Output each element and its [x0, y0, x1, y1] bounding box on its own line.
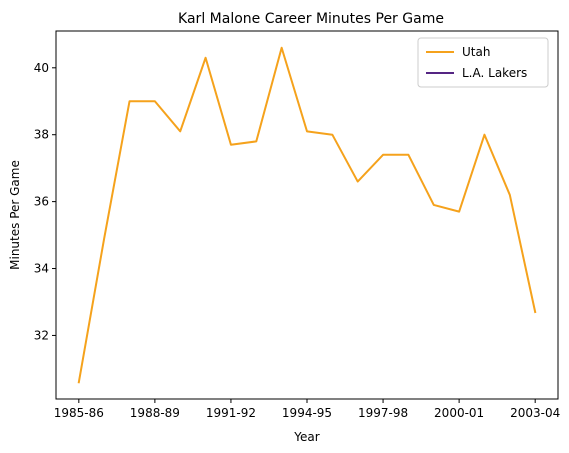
- x-tick-label: 2000-01: [434, 406, 484, 420]
- y-axis-label: Minutes Per Game: [8, 160, 22, 270]
- legend: Utah L.A. Lakers: [417, 37, 549, 88]
- legend-label-l-a-lakers: L.A. Lakers: [462, 66, 527, 80]
- x-tick-label: 1988-89: [130, 406, 180, 420]
- legend-label-utah: Utah: [462, 45, 490, 59]
- plot-area: [77, 46, 537, 384]
- x-tick-label: 1991-92: [206, 406, 256, 420]
- chart-title: Karl Malone Career Minutes Per Game: [178, 11, 444, 27]
- y-tick-label: 40: [34, 61, 49, 75]
- x-tick-label: 1985-86: [54, 406, 104, 420]
- series-line-utah: [77, 46, 537, 384]
- x-axis-label: Year: [293, 430, 319, 444]
- legend-box: [417, 37, 549, 88]
- x-tick-label: 1997-98: [358, 406, 408, 420]
- y-axis: 32 34 36 38 40: [34, 61, 56, 342]
- y-tick-label: 32: [34, 328, 49, 342]
- x-axis: 1985-86 1988-89 1991-92 1994-95 1997-98 2000-…: [54, 399, 560, 420]
- x-tick-label: 1994-95: [282, 406, 332, 420]
- x-tick-label: 2003-04: [510, 406, 560, 420]
- y-tick-label: 36: [34, 195, 49, 209]
- y-tick-label: 38: [34, 128, 49, 142]
- y-tick-label: 34: [34, 262, 49, 276]
